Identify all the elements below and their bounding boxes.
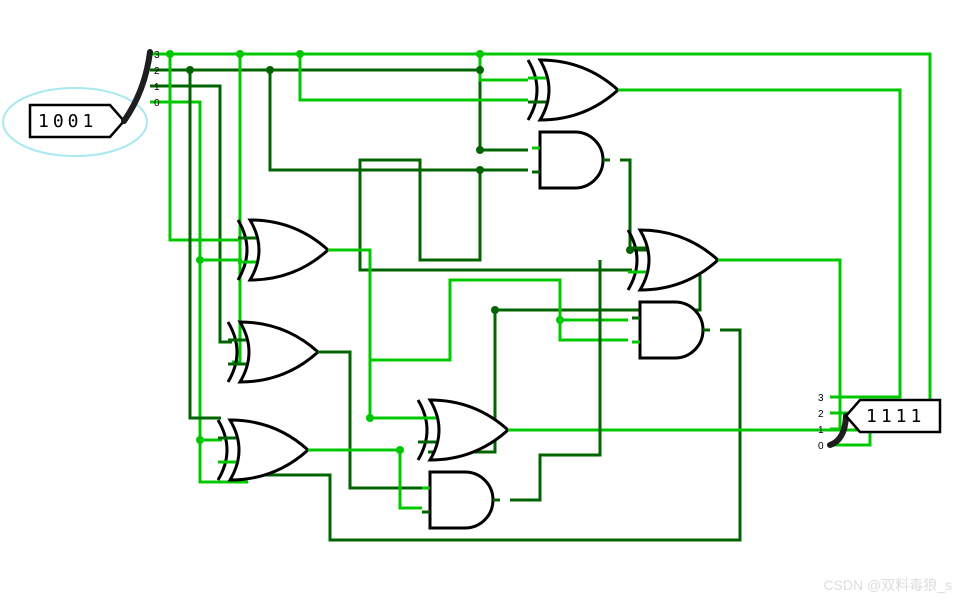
junction bbox=[476, 146, 484, 154]
junction bbox=[556, 316, 564, 324]
junction bbox=[476, 50, 484, 58]
output-bit-label: 3 bbox=[818, 393, 824, 404]
input-bit-label: 1 bbox=[154, 82, 160, 93]
junction bbox=[266, 66, 274, 74]
junction bbox=[366, 414, 374, 422]
junction bbox=[476, 166, 484, 174]
watermark: CSDN @双料毒狼_s bbox=[823, 577, 952, 593]
output-value: 1111 bbox=[866, 406, 925, 427]
junction bbox=[491, 306, 499, 314]
input-bit-label: 2 bbox=[154, 66, 160, 77]
junction bbox=[166, 50, 174, 58]
junction bbox=[186, 66, 194, 74]
output-bit-label: 1 bbox=[818, 425, 824, 436]
output-bit-label: 0 bbox=[818, 441, 824, 452]
junction bbox=[396, 446, 404, 454]
junction bbox=[196, 436, 204, 444]
junction bbox=[236, 50, 244, 58]
input-bit-label: 0 bbox=[154, 98, 160, 109]
junction bbox=[296, 50, 304, 58]
input-bit-label: 3 bbox=[154, 50, 160, 61]
output-bit-label: 2 bbox=[818, 409, 824, 420]
junction bbox=[196, 256, 204, 264]
input-value: 1001 bbox=[38, 111, 97, 132]
junction bbox=[476, 66, 484, 74]
